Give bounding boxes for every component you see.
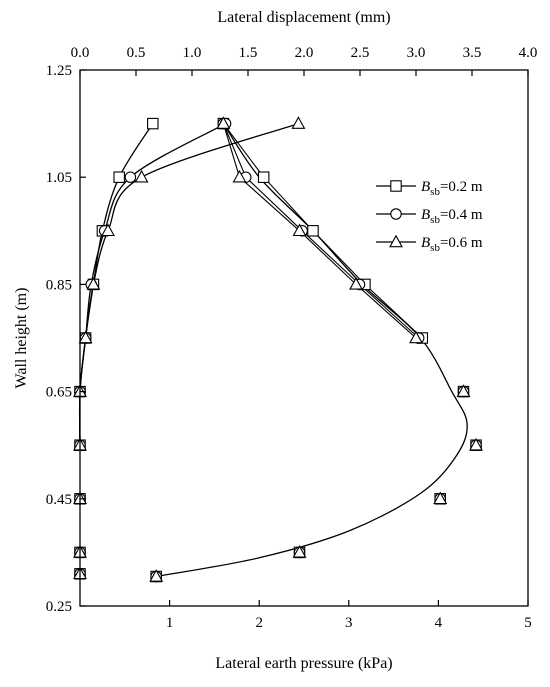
x2-tick-label-3: 1.0 xyxy=(183,45,202,61)
x-tick-label-3: 3 xyxy=(345,615,353,631)
y-axis-title: Wall height (m) xyxy=(13,288,30,389)
y-tick-label-5: 1.05 xyxy=(46,170,72,186)
legend-marker-3 xyxy=(389,234,403,248)
pressure-point-s1-11 xyxy=(307,225,319,237)
y-tick-label-4: 0.85 xyxy=(46,277,72,293)
pressure-point-s3-6 xyxy=(433,491,448,505)
displacement-point-s3-5 xyxy=(101,223,115,237)
pressure-point-s3-11 xyxy=(292,223,307,237)
x2-tick-label-5: 2.0 xyxy=(295,45,314,61)
x2-tick-label-6: 2.5 xyxy=(351,45,370,61)
legend-label-3: Bsb=0.6 m xyxy=(421,235,483,254)
pressure-point-s1-12 xyxy=(257,171,270,183)
legend-label-2: Bsb=0.4 m xyxy=(421,207,483,226)
pressure-point-s3-5 xyxy=(292,545,307,558)
legend-marker-1 xyxy=(390,180,402,192)
pressure-point-s3-12 xyxy=(232,169,247,183)
pressure-point-s3-4 xyxy=(149,569,164,582)
x2-tick-label-8: 3.5 xyxy=(463,45,482,61)
bottom-axis-title: Lateral earth pressure (kPa) xyxy=(215,655,392,672)
displacement-point-s3-4 xyxy=(86,277,101,290)
x-tick-label-2: 2 xyxy=(255,615,263,631)
pressure-point-s3-7 xyxy=(469,437,483,451)
pressure-point-s3-9 xyxy=(409,330,423,344)
displacement-point-s1-6 xyxy=(113,171,125,183)
legend: Bsb=0.2 m Bsb=0.4 m Bsb=0.6 m xyxy=(376,179,483,254)
legend-marker-2 xyxy=(390,208,402,220)
y-tick-label-6: 1.25 xyxy=(46,63,72,79)
displacement-point-s2-6 xyxy=(124,171,137,183)
y-tick-label-3: 0.65 xyxy=(46,385,72,401)
displacement-point-s1-7 xyxy=(147,117,159,130)
x-tick-label-1: 1 xyxy=(166,615,174,631)
legend-label-1: Bsb=0.2 m xyxy=(421,179,483,198)
x2-tick-label-4: 1.5 xyxy=(239,45,258,61)
x2-tick-label-1: 0.0 xyxy=(71,45,90,61)
pressure-point-s3-8 xyxy=(456,384,471,397)
displacement-point-s3-3 xyxy=(78,330,93,344)
displacement-point-s3-7 xyxy=(291,116,306,129)
pressure-point-s3-10 xyxy=(349,277,363,290)
y-tick-label-2: 0.45 xyxy=(46,492,72,508)
x-tick-label-4: 4 xyxy=(435,615,443,631)
x2-tick-label-7: 3.0 xyxy=(407,45,426,61)
x2-tick-label-2: 0.5 xyxy=(127,45,146,61)
y-tick-label-1: 0.25 xyxy=(46,599,72,615)
displacement-point-s3-6 xyxy=(134,169,149,183)
top-axis-title: Lateral displacement (mm) xyxy=(217,9,390,26)
x-tick-label-5: 5 xyxy=(524,615,532,631)
pressure-point-s3-13 xyxy=(216,116,231,129)
x2-tick-label-9: 4.0 xyxy=(519,45,538,61)
tick-layer: 1 2 3 4 5 0.0 0.5 1.0 1.5 2.0 2.5 3.0 3.5 4.0 0.25 0.45… xyxy=(46,45,538,631)
